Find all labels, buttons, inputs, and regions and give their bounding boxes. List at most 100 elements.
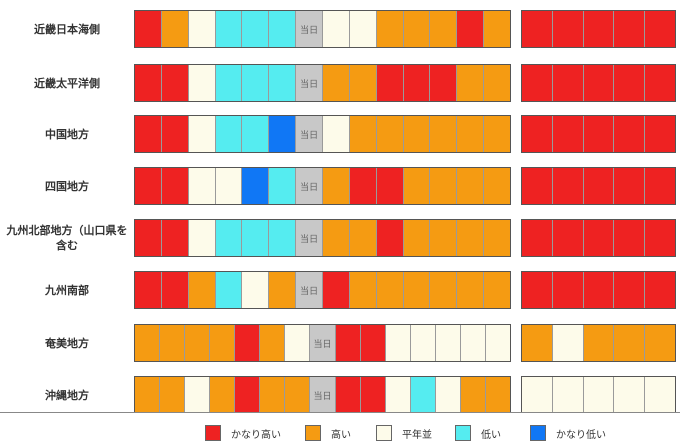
- forecast-cell-high: [135, 325, 161, 361]
- forecast-cell-very-high: [430, 65, 458, 101]
- forecast-cell-very-high: [522, 272, 553, 308]
- forecast-cell-very-high: [522, 116, 553, 152]
- forecast-cell-very-high: [583, 272, 615, 308]
- main-forecast-grid: 当日: [134, 10, 511, 48]
- forecast-cell-high: [430, 11, 458, 47]
- forecast-cell-low: [410, 377, 436, 413]
- forecast-cell-normal: [188, 116, 216, 152]
- forecast-cell-very-low: [242, 168, 270, 204]
- forecast-cell-high: [457, 272, 485, 308]
- forecast-cell-high: [323, 168, 350, 204]
- forecast-cell-very-high: [135, 65, 162, 101]
- forecast-cell-normal: [188, 168, 216, 204]
- extended-forecast-grid: [521, 219, 676, 257]
- forecast-cell-high: [260, 325, 286, 361]
- forecast-cell-very-high: [376, 168, 404, 204]
- region-row: 近畿太平洋側 当日: [0, 64, 680, 102]
- forecast-cell-very-high: [323, 272, 350, 308]
- region-row: 沖縄地方 当日: [0, 376, 680, 414]
- forecast-cell-normal: [583, 377, 615, 413]
- forecast-cell-normal: [242, 272, 270, 308]
- forecast-cell-very-high: [522, 11, 553, 47]
- forecast-cell-normal: [522, 377, 553, 413]
- forecast-cell-low: [215, 11, 243, 47]
- forecast-cell-high: [323, 65, 350, 101]
- forecast-cell-normal: [552, 325, 584, 361]
- forecast-cell-very-high: [614, 116, 646, 152]
- forecast-cell-very-high: [457, 11, 485, 47]
- main-forecast-grid: 当日: [134, 271, 511, 309]
- forecast-cell-high: [349, 116, 377, 152]
- forecast-cell-very-high: [161, 65, 189, 101]
- forecast-cell-high: [188, 272, 216, 308]
- forecast-cell-normal: [349, 11, 377, 47]
- forecast-cell-normal: [485, 325, 510, 361]
- legend-item-very-low: かなり低い: [530, 424, 636, 442]
- forecast-cell-normal: [215, 168, 243, 204]
- forecast-cell-high: [349, 272, 377, 308]
- today-cell: 当日: [296, 220, 324, 256]
- forecast-cell-normal: [323, 116, 350, 152]
- forecast-cell-very-high: [135, 272, 162, 308]
- forecast-cell-low: [269, 11, 297, 47]
- main-forecast-grid: 当日: [134, 324, 511, 362]
- forecast-cell-high: [430, 116, 458, 152]
- forecast-cell-high: [484, 65, 511, 101]
- region-label: 九州北部地方（山口県を含む: [6, 224, 128, 252]
- forecast-cell-high: [210, 377, 236, 413]
- forecast-cell-very-high: [614, 65, 646, 101]
- forecast-cell-very-high: [645, 168, 675, 204]
- forecast-cell-normal: [435, 377, 461, 413]
- forecast-cell-high: [403, 220, 431, 256]
- forecast-cell-very-high: [645, 116, 675, 152]
- forecast-cell-very-high: [552, 116, 584, 152]
- extended-forecast-grid: [521, 64, 676, 102]
- forecast-cell-high: [210, 325, 236, 361]
- today-cell: 当日: [296, 272, 324, 308]
- today-cell: 当日: [296, 65, 324, 101]
- region-row: 中国地方 当日: [0, 115, 680, 153]
- forecast-cell-normal: [614, 377, 646, 413]
- forecast-cell-very-high: [161, 168, 189, 204]
- legend-item-very-high: かなり高い: [205, 424, 301, 442]
- today-cell: 当日: [296, 11, 324, 47]
- forecast-cell-high: [484, 116, 511, 152]
- forecast-cell-normal: [645, 377, 675, 413]
- legend-item-low: 低い: [455, 424, 531, 442]
- legend-label: 低い: [481, 429, 501, 441]
- region-label: 奄美地方: [45, 336, 89, 350]
- forecast-cell-very-high: [614, 220, 646, 256]
- forecast-cell-high: [430, 168, 458, 204]
- region-row: 近畿日本海側 当日: [0, 10, 680, 48]
- region-label: 沖縄地方: [45, 388, 89, 402]
- forecast-cell-low: [215, 220, 243, 256]
- forecast-cell-high: [161, 11, 189, 47]
- forecast-cell-very-high: [135, 11, 162, 47]
- forecast-cell-normal: [285, 325, 311, 361]
- forecast-cell-normal: [323, 11, 350, 47]
- forecast-cell-high: [484, 11, 511, 47]
- forecast-cell-very-high: [335, 325, 361, 361]
- forecast-cell-high: [430, 272, 458, 308]
- extended-forecast-grid: [521, 115, 676, 153]
- region-label: 九州南部: [45, 283, 89, 297]
- forecast-cell-very-low: [269, 116, 297, 152]
- forecast-cell-low: [269, 168, 297, 204]
- forecast-cell-high: [430, 220, 458, 256]
- forecast-cell-normal: [188, 65, 216, 101]
- forecast-cell-high: [460, 377, 486, 413]
- legend-label: 平年並: [402, 429, 432, 441]
- extended-forecast-grid: [521, 271, 676, 309]
- forecast-cell-high: [160, 377, 186, 413]
- forecast-cell-very-high: [583, 168, 615, 204]
- forecast-cell-very-high: [645, 272, 675, 308]
- forecast-cell-high: [522, 325, 553, 361]
- forecast-cell-very-high: [235, 325, 261, 361]
- forecast-cell-high: [376, 116, 404, 152]
- forecast-cell-very-high: [235, 377, 261, 413]
- today-cell: 当日: [296, 116, 324, 152]
- forecast-cell-very-high: [583, 220, 615, 256]
- forecast-cell-high: [376, 272, 404, 308]
- forecast-cell-low: [215, 65, 243, 101]
- region-row: 九州南部 当日: [0, 271, 680, 309]
